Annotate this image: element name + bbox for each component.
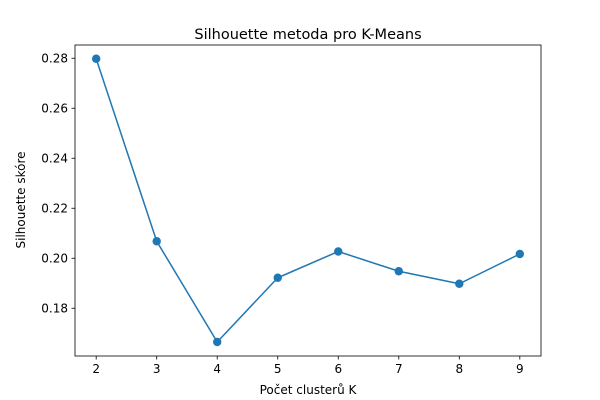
y-tick-label-0.24: 0.24 xyxy=(41,152,68,166)
data-point-k9 xyxy=(515,249,525,259)
x-tick-label-3: 3 xyxy=(153,362,161,376)
axes-frame xyxy=(74,44,542,357)
data-point-k3 xyxy=(152,237,161,246)
y-tick-label-0.18: 0.18 xyxy=(41,302,68,316)
y-tick-label-0.26: 0.26 xyxy=(41,102,68,116)
x-tick-label-7: 7 xyxy=(395,362,403,376)
data-point-k2 xyxy=(91,54,101,63)
x-tick-label-9: 9 xyxy=(516,362,524,376)
series-line-0 xyxy=(95,58,521,343)
chart-title: Silhouette metoda pro K-Means xyxy=(194,27,421,43)
x-axis-title: Počet clusterů K xyxy=(260,383,358,397)
x-tick-label-6: 6 xyxy=(334,362,342,376)
y-tick-label-0.20: 0.20 xyxy=(41,252,68,266)
data-point-k6 xyxy=(334,247,343,256)
data-point-k5 xyxy=(273,273,282,282)
plot-area: 2 3 4 5 6 7 8 9 0.18 0.20 0.22 0.24 0.26 0.28 xyxy=(41,44,542,376)
y-axis-title: Silhouette skóre xyxy=(14,152,28,249)
data-point-k8 xyxy=(455,279,464,288)
data-point-k7 xyxy=(394,267,403,276)
data-point-k4 xyxy=(213,337,222,347)
x-tick-label-2: 2 xyxy=(92,362,100,376)
y-tick-label-0.28: 0.28 xyxy=(41,52,68,66)
y-tick-label-0.22: 0.22 xyxy=(41,202,68,216)
x-tick-label-4: 4 xyxy=(213,362,221,376)
x-tick-label-5: 5 xyxy=(274,362,282,376)
x-tick-label-8: 8 xyxy=(455,362,463,376)
